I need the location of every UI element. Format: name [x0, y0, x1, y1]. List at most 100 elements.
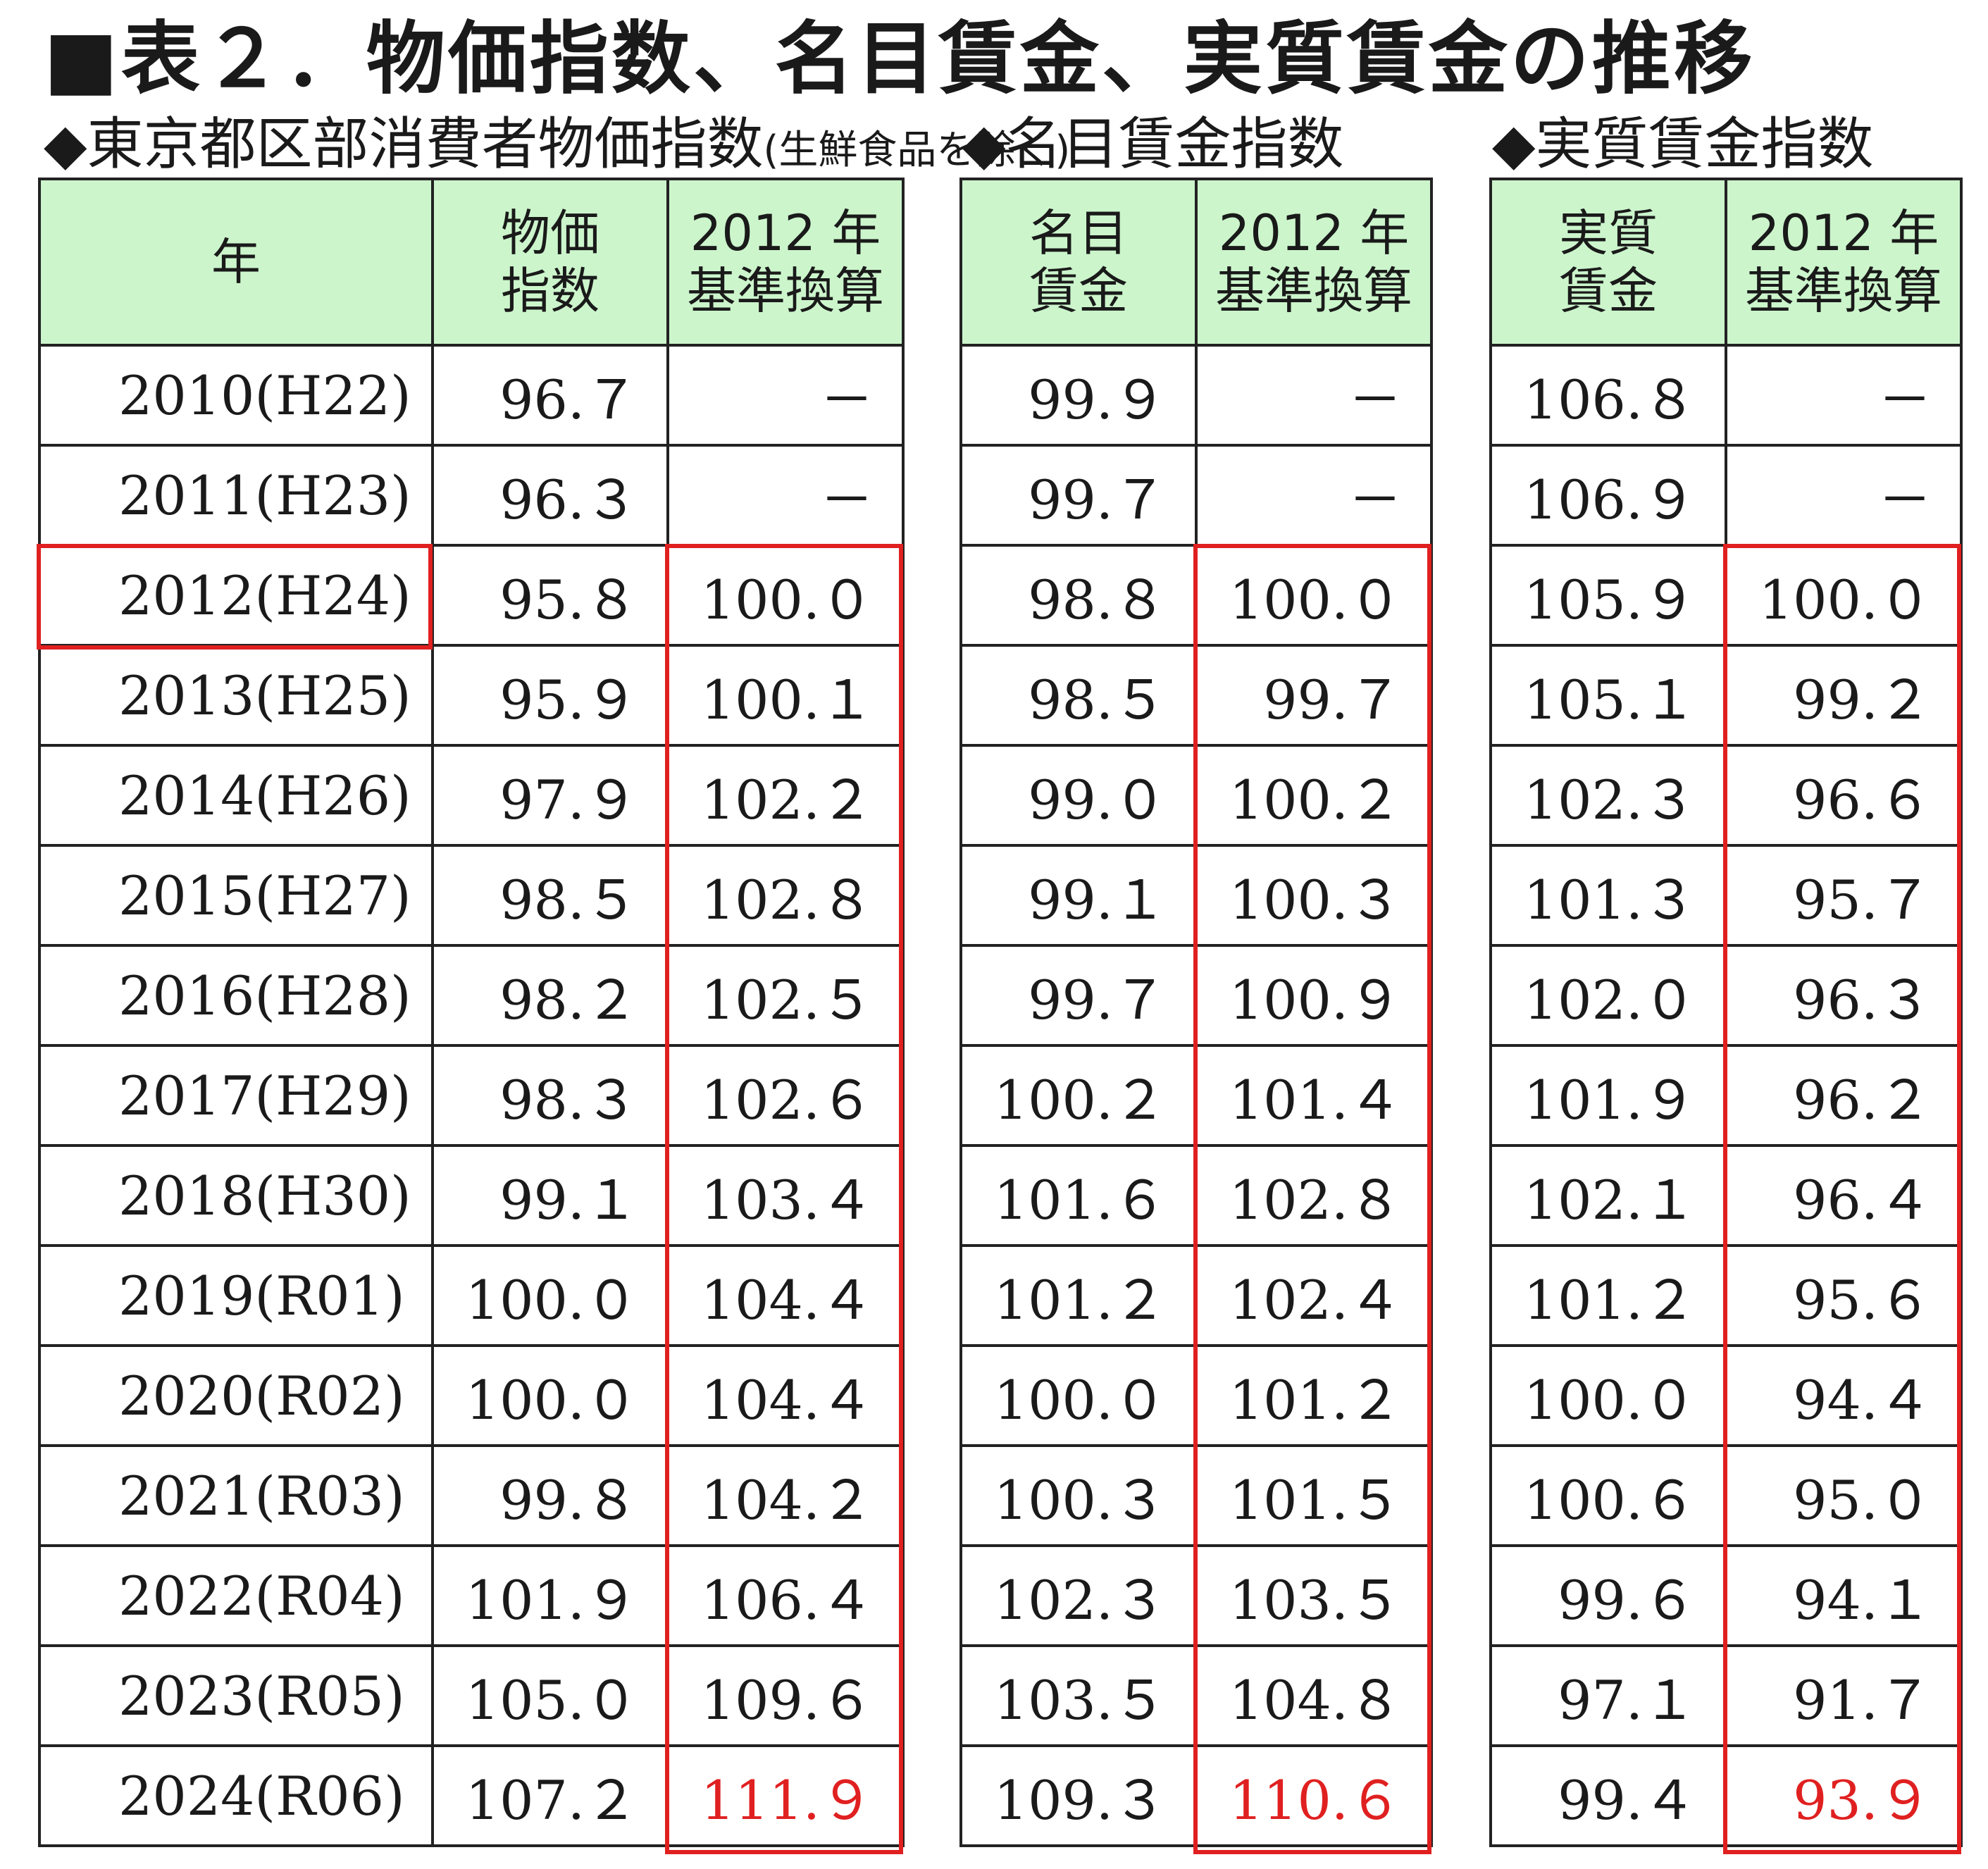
nominal-rebase-cell: 110.６ — [1195, 1744, 1433, 1847]
table-row: 100.６ 95.０ — [1489, 1444, 1963, 1547]
year-cell: 2013(H25) — [38, 644, 434, 747]
table-row: 103.５ 104.８ — [959, 1644, 1433, 1747]
real-rebase-cell: 96.３ — [1725, 944, 1963, 1047]
table-row: 2016(H28) 98.２ 102.５ — [38, 944, 905, 1047]
nominal-rebase-cell: 100.２ — [1195, 744, 1433, 847]
cpi-rebase-cell: 102.６ — [666, 1044, 905, 1147]
table-row: 2011(H23) 96.３ － — [38, 444, 905, 547]
nominal-section-title: ◆名目賃金指数 — [962, 111, 1344, 177]
real-cell: 102.０ — [1489, 944, 1727, 1047]
cpi-cell: 96.７ — [431, 344, 669, 447]
table-row: 2023(R05) 105.０ 109.６ — [38, 1644, 905, 1747]
table-row: 100.０ 101.２ — [959, 1344, 1433, 1447]
table-row: 109.３ 110.６ — [959, 1744, 1433, 1847]
cpi-rebase-cell: 102.８ — [666, 844, 905, 947]
table-row: 105.１ 99.２ — [1489, 644, 1963, 747]
nominal-rebase-cell: 101.２ — [1195, 1344, 1433, 1447]
header-nominal: 名目 賃金 — [959, 178, 1198, 347]
cpi-cell: 105.０ — [431, 1644, 669, 1747]
table-row: 102.３ 96.６ — [1489, 744, 1963, 847]
cpi-rebase-cell: 106.４ — [666, 1544, 905, 1647]
year-cell: 2016(H28) — [38, 944, 434, 1047]
table-row: 2014(H26) 97.９ 102.２ — [38, 744, 905, 847]
nominal-cell: 101.２ — [959, 1244, 1198, 1347]
real-header-row: 実質 賃金 2012 年 基準換算 — [1489, 178, 1963, 347]
table-row: 2012(H24) 95.８ 100.０ — [38, 544, 905, 647]
real-cell: 100.０ — [1489, 1344, 1727, 1447]
cpi-cell: 97.９ — [431, 744, 669, 847]
real-rebase-cell: 91.７ — [1725, 1644, 1963, 1747]
cpi-section-note: (生鮮食品を除く) — [763, 128, 1071, 173]
table-row: 99.６ 94.１ — [1489, 1544, 1963, 1647]
header-nominal-rebase: 2012 年 基準換算 — [1195, 178, 1433, 347]
nominal-cell: 99.７ — [959, 444, 1198, 547]
table-row: 102.３ 103.５ — [959, 1544, 1433, 1647]
nominal-cell: 103.５ — [959, 1644, 1198, 1747]
nominal-rebase-cell: 103.５ — [1195, 1544, 1433, 1647]
page-title: ■表２．物価指数、名目賃金、実質賃金の推移 — [44, 13, 1756, 105]
nominal-rebase-cell: 100.０ — [1195, 544, 1433, 647]
nominal-cell: 99.９ — [959, 344, 1198, 447]
real-cell: 99.６ — [1489, 1544, 1727, 1647]
real-cell: 99.４ — [1489, 1744, 1727, 1847]
nominal-cell: 100.０ — [959, 1344, 1198, 1447]
nominal-rebase-cell: 101.５ — [1195, 1444, 1433, 1547]
real-rebase-cell: 94.４ — [1725, 1344, 1963, 1447]
year-cell: 2023(R05) — [38, 1644, 434, 1747]
real-cell: 105.１ — [1489, 644, 1727, 747]
real-rebase-cell: 96.４ — [1725, 1144, 1963, 1247]
cpi-cell: 100.０ — [431, 1244, 669, 1347]
cpi-cell: 98.２ — [431, 944, 669, 1047]
table-row: 2020(R02) 100.０ 104.４ — [38, 1344, 905, 1447]
table-row: 101.９ 96.２ — [1489, 1044, 1963, 1147]
cpi-cell: 101.９ — [431, 1544, 669, 1647]
nominal-rebase-cell: 100.９ — [1195, 944, 1433, 1047]
table-row: 101.３ 95.７ — [1489, 844, 1963, 947]
real-rebase-cell: 94.１ — [1725, 1544, 1963, 1647]
cpi-rebase-cell: 104.２ — [666, 1444, 905, 1547]
table-row: 2019(R01) 100.０ 104.４ — [38, 1244, 905, 1347]
cpi-rebase-cell: 102.５ — [666, 944, 905, 1047]
nominal-rebase-cell: 104.８ — [1195, 1644, 1433, 1747]
real-wage-table: 実質 賃金 2012 年 基準換算 106.８ － 106.９ － 105.９ 100.０… — [1489, 178, 1963, 1847]
cpi-header-row: 年 物価 指数 2012 年 基準換算 — [38, 178, 905, 347]
nominal-cell: 101.６ — [959, 1144, 1198, 1247]
cpi-rebase-cell: 104.４ — [666, 1344, 905, 1447]
cpi-rebase-cell: 102.２ — [666, 744, 905, 847]
header-year: 年 — [38, 178, 434, 347]
table-row: 100.３ 101.５ — [959, 1444, 1433, 1547]
year-cell: 2021(R03) — [38, 1444, 434, 1547]
table-row: 2015(H27) 98.５ 102.８ — [38, 844, 905, 947]
nominal-cell: 99.１ — [959, 844, 1198, 947]
cpi-cell: 100.０ — [431, 1344, 669, 1447]
year-cell: 2018(H30) — [38, 1144, 434, 1247]
table-row: 101.２ 95.６ — [1489, 1244, 1963, 1347]
table-row: 102.０ 96.３ — [1489, 944, 1963, 1047]
real-cell: 101.９ — [1489, 1044, 1727, 1147]
nominal-rebase-cell: － — [1195, 444, 1433, 547]
real-cell: 101.３ — [1489, 844, 1727, 947]
table-row: 97.１ 91.７ — [1489, 1644, 1963, 1747]
nominal-cell: 99.０ — [959, 744, 1198, 847]
year-cell: 2012(H24) — [38, 544, 434, 647]
real-rebase-cell: 99.２ — [1725, 644, 1963, 747]
year-cell: 2020(R02) — [38, 1344, 434, 1447]
cpi-table: 年 物価 指数 2012 年 基準換算 2010(H22) 96.７ － 2011(H… — [38, 178, 905, 1847]
nominal-rebase-cell: － — [1195, 344, 1433, 447]
table-row: 2021(R03) 99.８ 104.２ — [38, 1444, 905, 1547]
cpi-cell: 99.１ — [431, 1144, 669, 1247]
cpi-section-label: ◆東京都区部消費者物価指数 — [44, 111, 764, 177]
year-cell: 2024(R06) — [38, 1744, 434, 1847]
cpi-rebase-cell: 100.１ — [666, 644, 905, 747]
table-row: 99.７ 100.９ — [959, 944, 1433, 1047]
table-row: 99.７ － — [959, 444, 1433, 547]
table-row: 99.０ 100.２ — [959, 744, 1433, 847]
real-rebase-cell: 95.０ — [1725, 1444, 1963, 1547]
nominal-header-row: 名目 賃金 2012 年 基準換算 — [959, 178, 1433, 347]
table-row: 100.２ 101.４ — [959, 1044, 1433, 1147]
cpi-cell: 99.８ — [431, 1444, 669, 1547]
cpi-cell: 95.８ — [431, 544, 669, 647]
table-row: 100.０ 94.４ — [1489, 1344, 1963, 1447]
table-row: 2013(H25) 95.９ 100.１ — [38, 644, 905, 747]
table-row: 99.４ 93.９ — [1489, 1744, 1963, 1847]
